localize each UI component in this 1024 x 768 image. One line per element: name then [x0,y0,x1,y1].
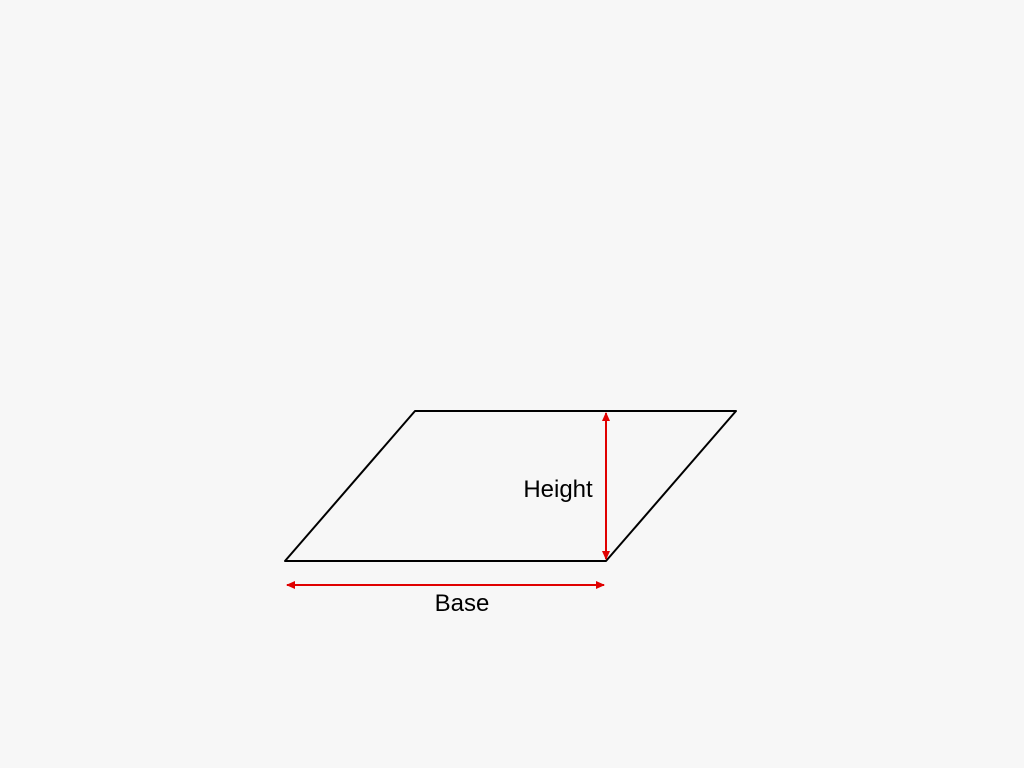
parallelogram-shape [284,410,737,562]
base-label: Base [435,590,490,617]
height-label: Height [523,476,593,503]
